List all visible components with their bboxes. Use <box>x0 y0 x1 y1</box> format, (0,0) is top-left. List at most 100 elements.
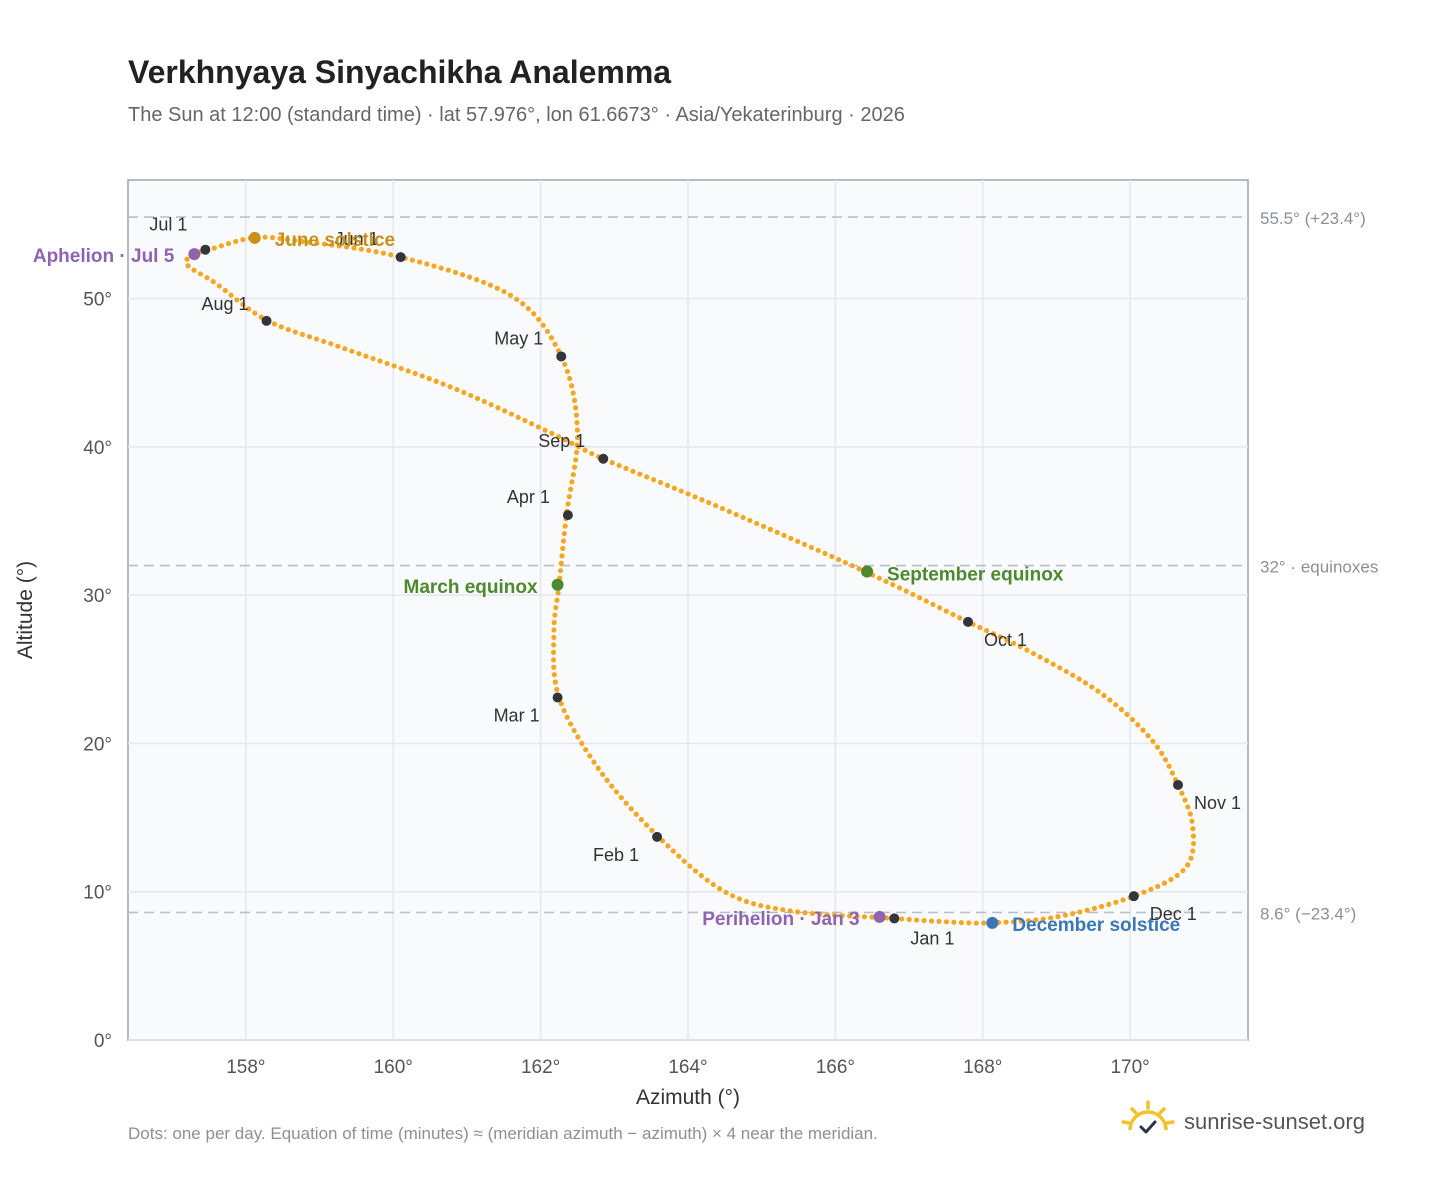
month-label: Mar 1 <box>494 705 540 725</box>
day-dot <box>184 256 190 262</box>
day-dot <box>698 873 704 879</box>
day-dot <box>730 893 736 899</box>
day-dot <box>553 605 559 611</box>
day-dot <box>1148 886 1154 892</box>
y-tick-label: 40° <box>83 438 112 459</box>
day-dot <box>370 355 376 362</box>
day-dot <box>225 240 232 247</box>
day-dot <box>573 405 579 411</box>
month-marker <box>963 616 973 627</box>
day-dot <box>1180 868 1186 874</box>
day-dot <box>657 479 664 486</box>
day-dot <box>772 905 779 912</box>
axis-ticks: 158° 160° 162° 164° 166° 168° 170° 0° 10° 20° 30° 4… <box>83 290 1149 1078</box>
day-dot <box>943 608 949 614</box>
day-dot <box>1182 797 1188 803</box>
month-marker <box>1173 779 1183 790</box>
day-dot <box>832 912 838 918</box>
day-dot <box>210 279 216 285</box>
day-dot <box>899 916 905 922</box>
day-dot <box>551 642 557 648</box>
day-dot <box>278 324 284 330</box>
reference-line-label: 8.6° (−23.4°) <box>1260 904 1356 923</box>
day-dot <box>571 397 578 403</box>
day-dot <box>643 822 650 828</box>
brand-link[interactable]: sunrise-sunset.org <box>1120 1100 1365 1144</box>
day-dot <box>1129 716 1136 723</box>
day-dot <box>426 376 432 382</box>
day-dot <box>570 471 576 478</box>
day-dot <box>760 523 767 529</box>
day-dot <box>560 545 566 551</box>
day-dot <box>349 348 355 354</box>
day-dot <box>542 427 548 433</box>
day-dot <box>765 904 771 910</box>
day-dot <box>671 485 677 491</box>
day-dot <box>943 919 950 925</box>
day-dot <box>815 547 821 554</box>
day-dot <box>1044 658 1050 664</box>
day-dot <box>854 913 860 920</box>
month-label: Jan 1 <box>910 928 954 948</box>
page-subtitle: The Sun at 12:00 (standard time) · lat 5… <box>128 104 905 126</box>
day-dot <box>822 550 828 557</box>
event-marker <box>551 578 564 591</box>
day-dot <box>536 316 542 323</box>
day-dot <box>1055 914 1061 920</box>
day-dot <box>1124 711 1130 718</box>
day-dot <box>552 612 558 618</box>
day-dot <box>665 843 671 849</box>
day-dot <box>306 334 313 340</box>
day-dot <box>589 450 595 457</box>
day-dot <box>514 296 520 302</box>
day-dot <box>204 275 210 281</box>
day-dot <box>1084 907 1090 913</box>
day-dot <box>997 634 1003 640</box>
day-dot <box>1091 905 1097 911</box>
day-dot <box>529 421 535 427</box>
day-dot <box>567 375 573 382</box>
day-dot <box>670 848 676 854</box>
day-dot <box>692 868 699 874</box>
day-dot <box>211 245 217 251</box>
month-marker <box>556 351 567 362</box>
day-dot <box>561 707 567 714</box>
day-dot <box>452 269 459 275</box>
day-dot <box>623 465 629 472</box>
x-tick-label: 164° <box>668 1057 707 1078</box>
day-dot <box>595 765 601 771</box>
event-label: March equinox <box>404 577 539 598</box>
day-dot <box>1018 918 1024 924</box>
day-dot <box>609 460 615 466</box>
day-dot <box>277 235 283 242</box>
day-dot <box>1011 640 1017 646</box>
event-label: Perihelion · Jan 3 <box>702 909 859 930</box>
day-dot <box>574 427 581 433</box>
day-dot <box>1095 688 1101 694</box>
day-dot <box>481 279 487 285</box>
day-dot <box>649 827 655 833</box>
day-dot <box>522 417 528 424</box>
day-dot <box>313 336 320 342</box>
day-dot <box>1040 916 1046 922</box>
day-dot <box>740 514 746 521</box>
day-dot <box>710 881 716 888</box>
day-dot <box>1155 883 1161 889</box>
day-dot <box>1057 665 1063 671</box>
day-dot <box>474 277 480 283</box>
day-dot <box>1033 917 1039 923</box>
y-axis-label: Altitude (°) <box>14 561 37 659</box>
month-marker <box>552 692 563 703</box>
day-dot <box>582 447 588 453</box>
month-label: Dec 1 <box>1150 904 1197 924</box>
day-dot <box>508 411 515 417</box>
day-dot <box>573 412 580 418</box>
day-dot <box>758 902 764 909</box>
day-dot <box>240 237 246 243</box>
day-dot <box>1030 650 1037 657</box>
day-dot <box>419 373 425 379</box>
day-dot <box>723 889 729 895</box>
day-dot <box>1048 915 1054 921</box>
day-dot <box>285 326 291 333</box>
